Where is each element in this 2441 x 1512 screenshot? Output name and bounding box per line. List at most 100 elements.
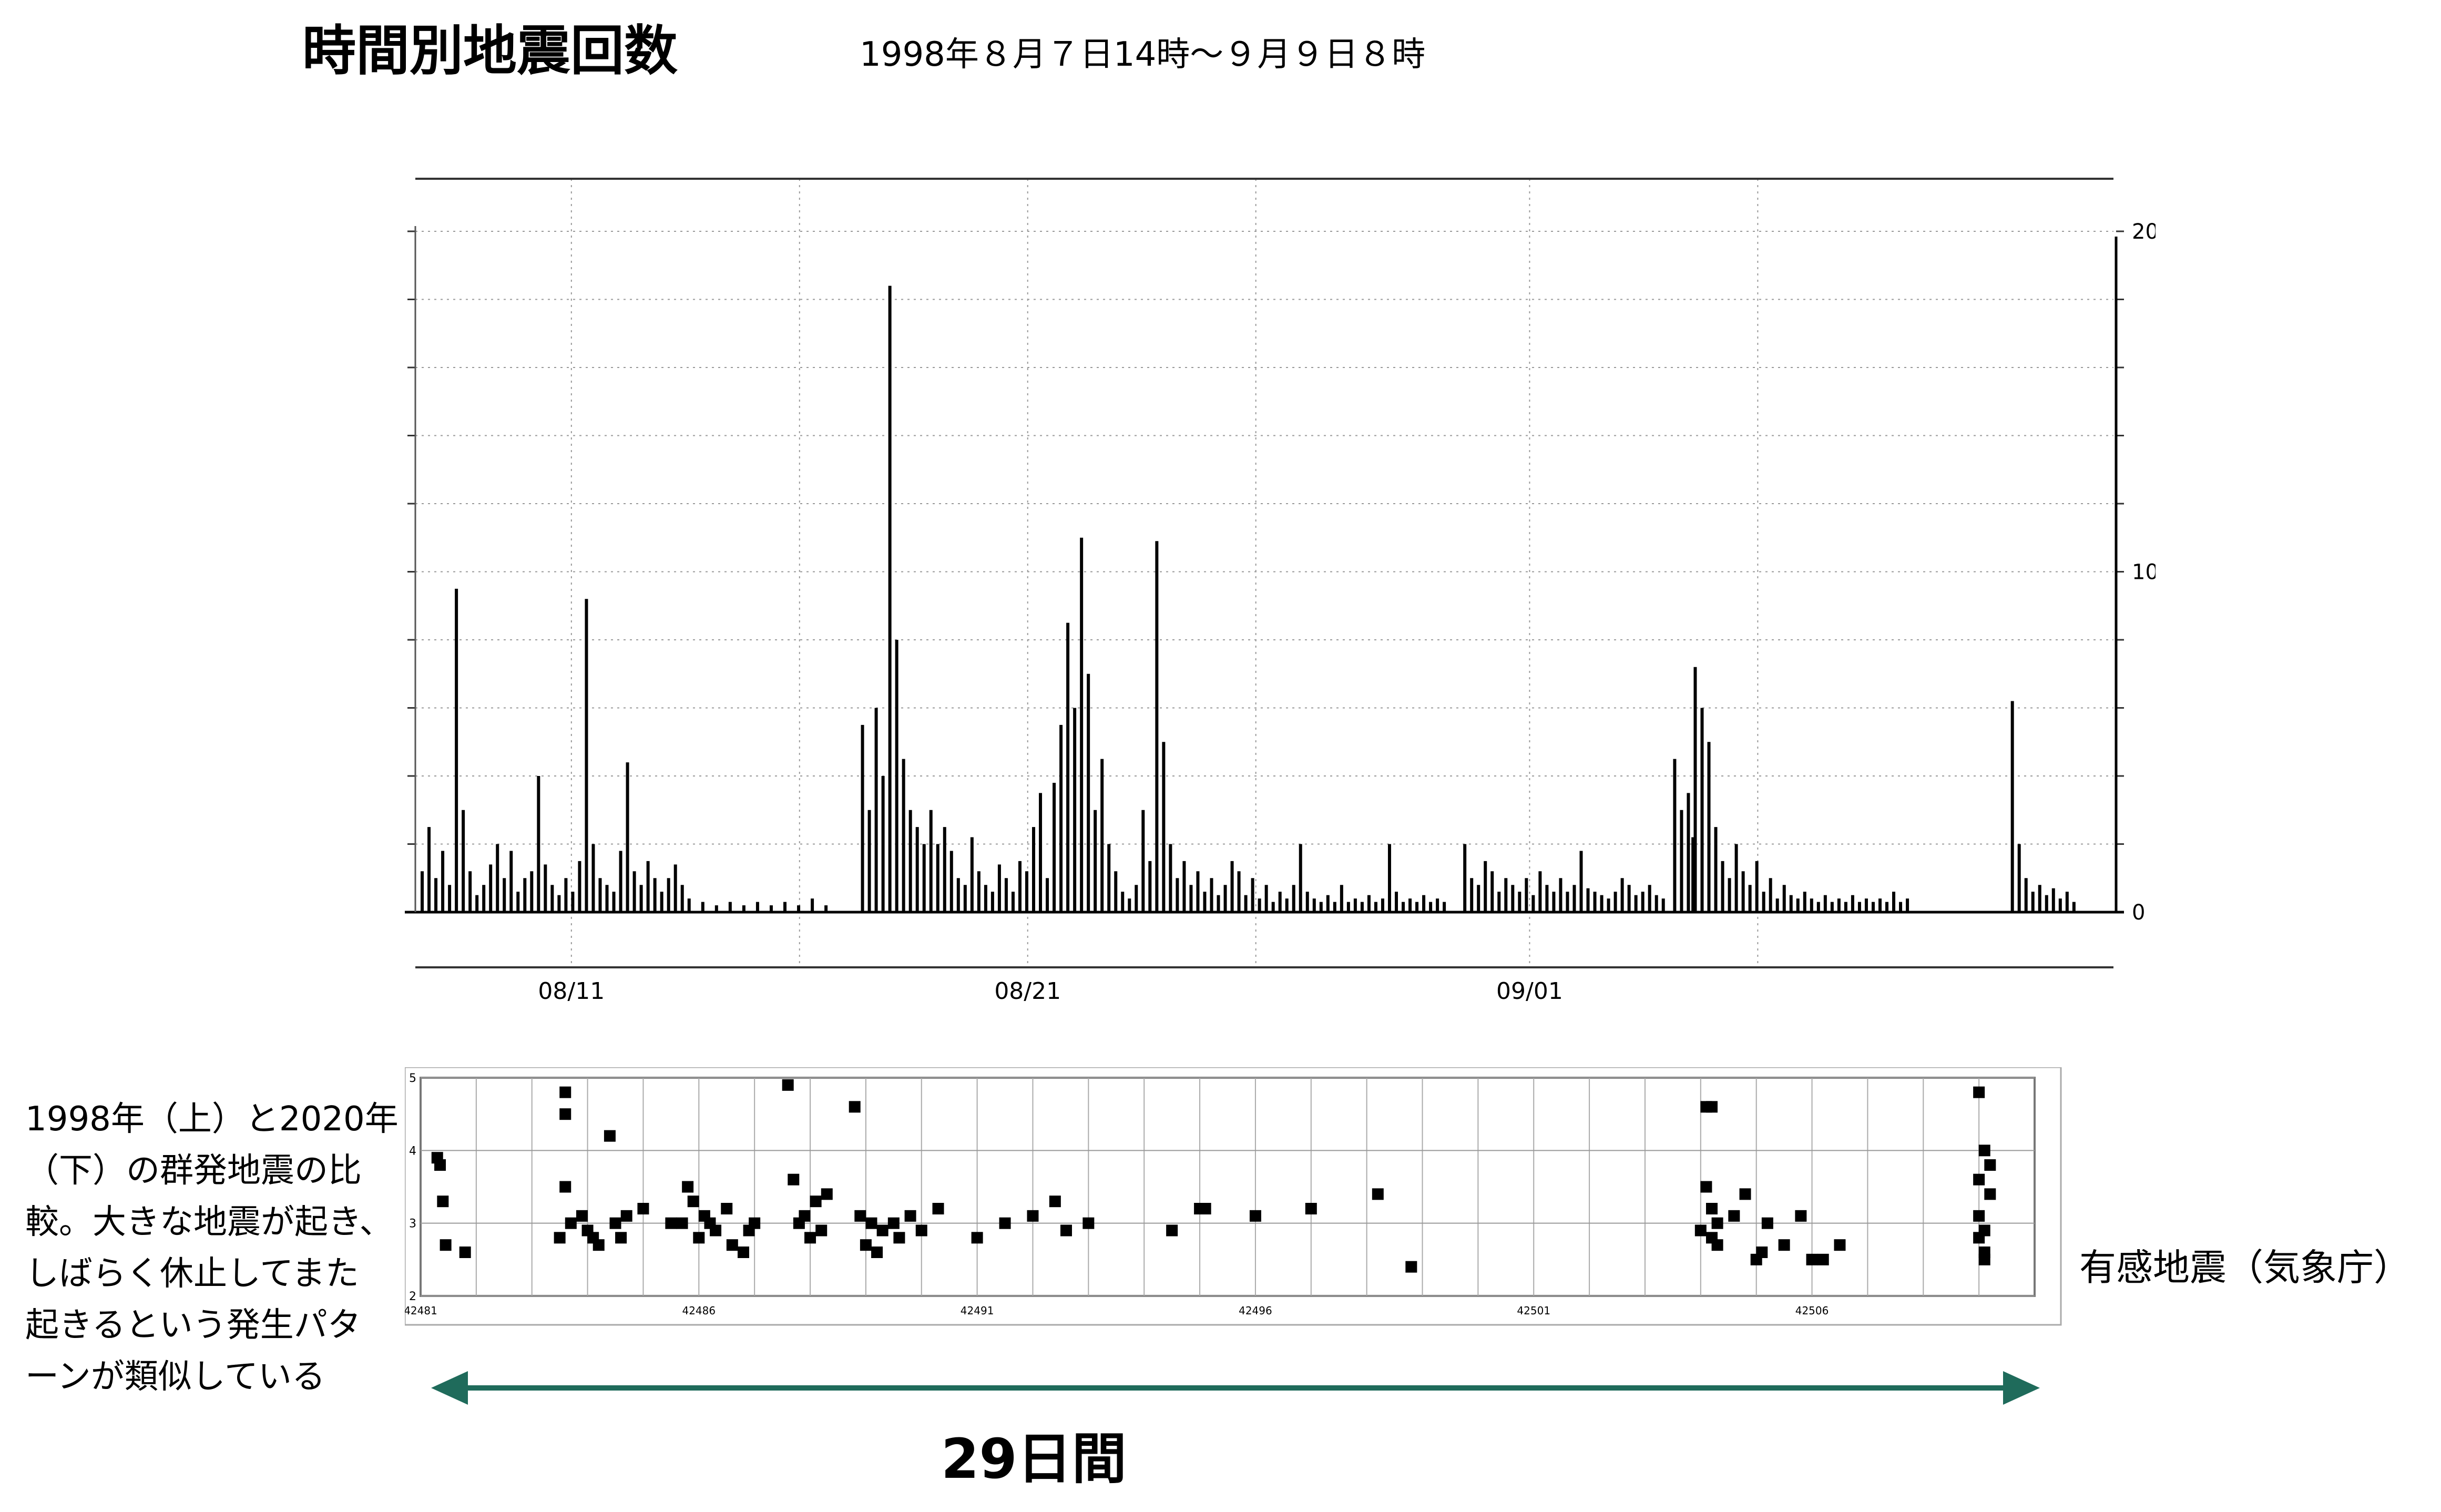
quake-point <box>593 1239 605 1251</box>
quake-point <box>615 1232 627 1244</box>
quake-point <box>1756 1247 1768 1258</box>
quake-point <box>1973 1086 1985 1098</box>
quake-point <box>1305 1203 1317 1214</box>
quake-point <box>1060 1224 1072 1237</box>
quake-point <box>620 1210 632 1222</box>
duration-arrow <box>431 1371 2040 1405</box>
quake-point <box>915 1224 927 1237</box>
quake-point <box>1249 1210 1261 1222</box>
quake-point <box>1978 1145 1990 1157</box>
x-tick-label: 42486 <box>682 1304 716 1317</box>
quake-point <box>726 1239 738 1251</box>
quake-point <box>1973 1232 1985 1244</box>
quake-point <box>799 1210 811 1222</box>
quake-point <box>1049 1196 1061 1208</box>
quake-point <box>565 1217 577 1229</box>
quake-point <box>749 1217 761 1229</box>
x-tick-label: 42491 <box>961 1304 994 1317</box>
quake-point <box>1984 1188 1996 1200</box>
plot-frame <box>420 1077 2036 1297</box>
caption-line: 較。大きな地震が起き、 <box>25 1203 393 1242</box>
quake-point <box>738 1247 749 1258</box>
quake-point <box>1984 1159 1996 1171</box>
y-tick-label: 3 <box>409 1218 416 1231</box>
quake-point <box>1372 1188 1384 1200</box>
quake-point <box>788 1173 800 1186</box>
y-tick-label: 100 <box>2132 560 2156 585</box>
quake-point <box>559 1181 571 1193</box>
quake-point <box>459 1247 471 1258</box>
quake-point <box>1973 1210 1985 1222</box>
quake-point <box>434 1159 446 1171</box>
quake-point <box>1700 1181 1712 1193</box>
quake-point <box>1405 1261 1417 1273</box>
quake-point <box>676 1217 688 1229</box>
hourly-earthquake-count-chart: 0 100 200 08/11 08/21 09/01 <box>405 178 2156 1005</box>
x-tick-label: 08/11 <box>538 978 605 1005</box>
quake-point <box>815 1224 828 1237</box>
comparison-caption: 1998年（上）と2020年 （下）の群発地震の比 較。大きな地震が起き、 しば… <box>25 1094 404 1403</box>
y-tick-label: 200 <box>2132 220 2156 244</box>
quake-point <box>821 1188 833 1200</box>
caption-line: ーンが類似している <box>25 1357 325 1396</box>
quake-point <box>559 1108 571 1120</box>
quake-point <box>999 1217 1011 1229</box>
quake-point <box>1706 1203 1718 1214</box>
quake-point <box>893 1232 905 1244</box>
x-tick-label: 09/01 <box>1496 978 1563 1005</box>
quake-point <box>1706 1101 1718 1113</box>
y-tick-label: 4 <box>409 1145 416 1158</box>
arrow-head-left <box>431 1371 468 1405</box>
quake-point <box>440 1239 452 1251</box>
quake-point <box>854 1210 866 1222</box>
quake-point <box>710 1224 722 1237</box>
x-tick-label: 42496 <box>1239 1304 1272 1317</box>
quake-point <box>721 1203 733 1214</box>
caption-line: しばらく休止してまた <box>25 1254 359 1293</box>
quake-point <box>1199 1203 1211 1214</box>
quake-point <box>849 1101 861 1113</box>
quake-point <box>687 1196 699 1208</box>
quake-point <box>1728 1210 1740 1222</box>
quake-point <box>782 1079 794 1091</box>
chart-subtitle: 1998年８月７日14時～９月９日８時 <box>860 35 1426 74</box>
quake-point <box>665 1217 677 1229</box>
felt-earthquake-scatter-chart: 2 3 4 5 42481 42486 42491 42496 42501 42506 <box>405 1067 2062 1326</box>
quake-point <box>1795 1210 1807 1222</box>
quake-point <box>876 1224 888 1237</box>
quake-point <box>604 1130 616 1142</box>
quake-point <box>693 1232 705 1244</box>
arrow-head-right <box>2003 1371 2040 1405</box>
quake-point <box>860 1239 872 1251</box>
caption-line: 起きるという発生パタ <box>25 1306 361 1345</box>
quake-point <box>1806 1253 1818 1265</box>
quake-point <box>871 1247 883 1258</box>
quake-point <box>904 1210 916 1222</box>
quake-point <box>1739 1188 1751 1200</box>
quake-point <box>1834 1239 1846 1251</box>
x-tick-label: 08/21 <box>994 978 1061 1005</box>
quake-point <box>637 1203 649 1214</box>
chart-title: 時間別地震回数 <box>302 20 678 83</box>
x-tick-label: 42506 <box>1795 1304 1829 1317</box>
quake-point <box>865 1217 877 1229</box>
x-tick-label: 42501 <box>1517 1304 1550 1317</box>
y-tick-label: 0 <box>2132 901 2145 925</box>
quake-point <box>971 1232 983 1244</box>
caption-line: （下）の群発地震の比 <box>25 1151 362 1190</box>
x-tick-label: 42481 <box>405 1304 437 1317</box>
duration-label: 29日間 <box>941 1427 1127 1491</box>
y-tick-label: 2 <box>409 1290 416 1303</box>
caption-line: 1998年（上）と2020年 <box>25 1100 399 1139</box>
quake-point <box>1166 1224 1178 1237</box>
quake-point <box>559 1086 571 1098</box>
quake-point <box>810 1196 822 1208</box>
y-tick-label: 5 <box>409 1072 416 1085</box>
quake-point <box>1711 1217 1723 1229</box>
quake-point <box>887 1217 900 1229</box>
quake-point <box>1778 1239 1790 1251</box>
quake-point <box>1817 1253 1829 1265</box>
quake-point <box>1711 1239 1723 1251</box>
outer-frame <box>405 1067 2062 1326</box>
quake-point <box>554 1232 566 1244</box>
